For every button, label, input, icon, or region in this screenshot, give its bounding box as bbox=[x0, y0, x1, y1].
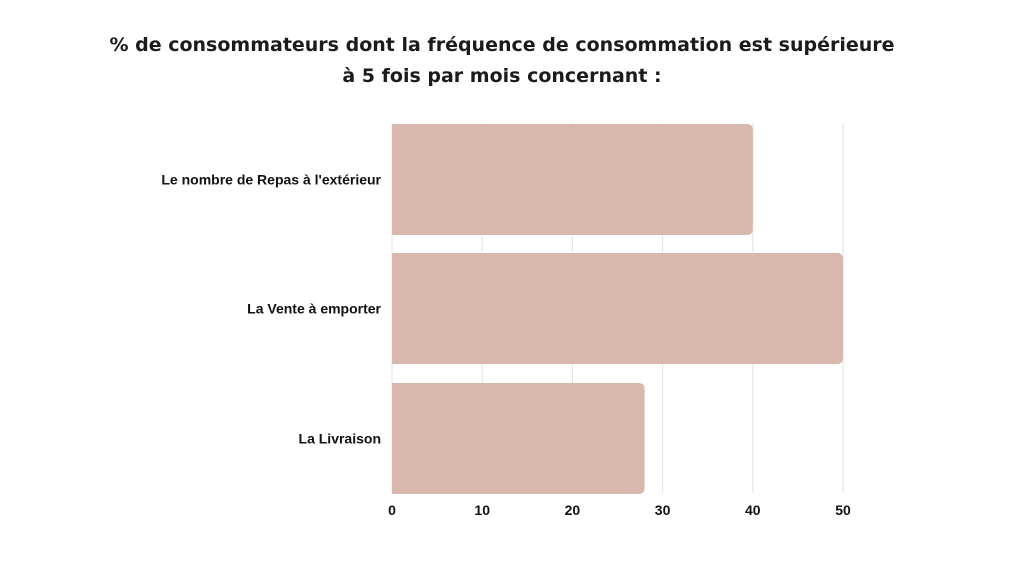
x-tick-label: 30 bbox=[655, 502, 671, 518]
chart-title: % de consommateurs dont la fréquence de … bbox=[109, 34, 895, 87]
x-tick-label: 50 bbox=[835, 502, 851, 518]
category-labels: Le nombre de Repas à l'extérieur La Vente… bbox=[161, 172, 381, 447]
x-tick-label: 20 bbox=[565, 502, 581, 518]
bar bbox=[392, 383, 645, 494]
category-label: La Livraison bbox=[299, 431, 381, 447]
x-tick-label: 40 bbox=[745, 502, 761, 518]
category-label: La Vente à emporter bbox=[247, 301, 381, 317]
bar bbox=[392, 124, 753, 235]
bar bbox=[392, 253, 843, 364]
category-label: Le nombre de Repas à l'extérieur bbox=[161, 172, 381, 188]
x-tick-label: 10 bbox=[474, 502, 490, 518]
bars bbox=[392, 124, 843, 494]
x-axis-tick-labels: 0 10 20 30 40 50 bbox=[388, 502, 851, 518]
x-tick-label: 0 bbox=[388, 502, 396, 518]
